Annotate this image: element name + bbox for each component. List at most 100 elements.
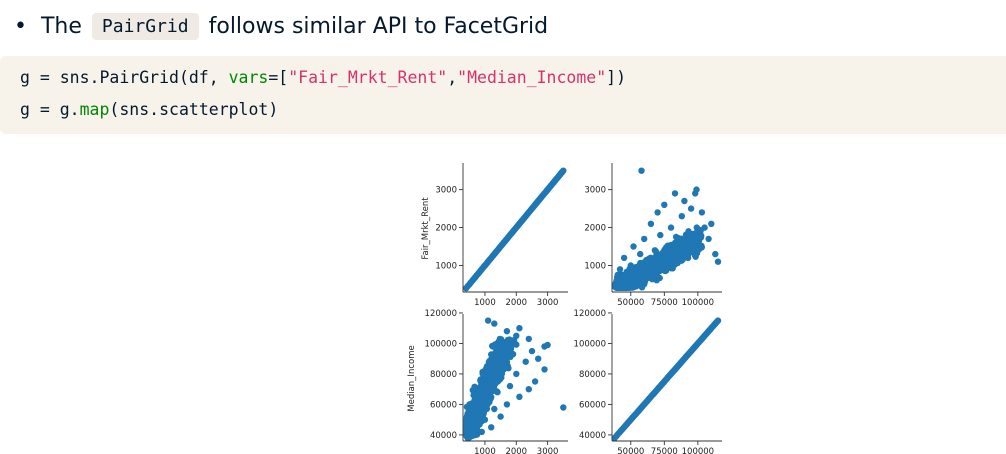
panel-0-1-point [638, 167, 645, 174]
panel-0-1-point [674, 246, 681, 253]
panel-0-1-point [687, 205, 695, 212]
panel-1-0-point [560, 404, 567, 411]
panel-1-0-point [472, 419, 479, 426]
code-token: =[ [268, 68, 289, 87]
panel-0-1-point [667, 224, 675, 231]
panel-0-1-point [631, 276, 638, 283]
code-token: g = g. [20, 100, 80, 119]
panel-1-1-x-tick-label: 50000 [617, 447, 644, 454]
panel-1-0-point [491, 356, 499, 363]
panel-0-1-point [660, 255, 667, 262]
panel-0-1-point [670, 261, 678, 268]
panel-0-1-point [651, 259, 658, 267]
inline-code-pairgrid: PairGrid [91, 12, 199, 40]
panel-1-0-y-tick-label: 120000 [425, 309, 457, 319]
panel-1-0-point [516, 325, 523, 332]
panel-1-0-point [500, 355, 508, 362]
panel-1-0-point [478, 401, 485, 408]
panel-0-1-point [643, 258, 651, 265]
panel-1-0-point [491, 373, 498, 381]
panel-1-1-y-tick-label: 40000 [579, 431, 606, 441]
panel-1-0-point [509, 350, 517, 358]
panel-0-1-point [637, 250, 644, 258]
panel-0-1-point [643, 275, 650, 282]
panel-1-0-point [475, 408, 482, 416]
panel-1-0-point [478, 380, 485, 387]
panel-0-0-point [560, 167, 567, 174]
panel-0-1-point [641, 235, 648, 243]
panel-1-0-point [525, 386, 532, 393]
panel-0-1-point [685, 228, 692, 235]
panel-0-1-point [655, 264, 662, 272]
panel-0-1-point [681, 197, 688, 205]
panel-0-1-point [714, 258, 722, 265]
panel-0-1-point [708, 220, 715, 227]
panel-0-1-point [647, 220, 655, 227]
panel-1-0-point [478, 428, 485, 436]
bullet-dot-icon: • [14, 13, 27, 39]
panel-0-0-y-tick-label: 3000 [435, 186, 457, 196]
panel-0-1-x-tick-label: 50000 [617, 298, 644, 308]
panel-1-0-point [544, 341, 551, 349]
bullet-line: • The PairGrid follows similar API to Fa… [14, 8, 548, 44]
panel-1-0-point [481, 416, 489, 423]
panel-1-0-point [469, 431, 476, 439]
panel-1-0-x-tick-label: 3000 [537, 447, 559, 454]
panel-1-0-point [483, 389, 491, 397]
code-line-1: g = sns.PairGrid(df, vars=["Fair_Mrkt_Re… [20, 68, 626, 87]
panel-0-1-x-tick-label: 100000 [682, 298, 714, 308]
panel-1-1-x-tick-label: 100000 [682, 447, 714, 454]
panel-1-0-point [513, 332, 520, 339]
panel-1-0-point [503, 401, 511, 408]
panel-1-0-point [492, 378, 500, 386]
y-axis-label-1: Median_Income [407, 345, 417, 411]
panel-1-0-point [497, 413, 504, 420]
panel-0-1-point [651, 247, 659, 254]
code-string: "Median_Income" [457, 68, 607, 87]
panel-0-1-point [685, 243, 692, 251]
panel-0-1-point [654, 209, 661, 216]
panel-0-1-point [625, 284, 632, 291]
panel-0-1-point [623, 268, 630, 276]
panel-0-1-point [680, 250, 688, 257]
panel-0-1-point [694, 247, 702, 254]
panel-1-1-y-tick-label: 80000 [579, 370, 606, 380]
panel-0-1-point [630, 243, 637, 250]
code-keyword: map [79, 100, 110, 119]
panel-1-1-y-tick-label: 100000 [574, 339, 606, 349]
panel-1-0-point [500, 361, 507, 368]
panel-1-0-point [469, 387, 476, 394]
panel-0-1-x-tick-label: 75000 [651, 298, 678, 308]
panel-0-1-point [698, 209, 706, 216]
panel-1-0-point [491, 405, 498, 413]
panel-1-0-point [494, 389, 501, 396]
panel-1-0-point [506, 382, 514, 390]
panel-0-0-y-tick-label: 2000 [435, 224, 457, 234]
panel-0-1-y-tick-label: 1000 [584, 261, 606, 271]
panel-1-1-y-tick-label: 120000 [574, 309, 606, 319]
panel-0-1-point [634, 269, 641, 277]
panel-1-0-point [471, 398, 478, 405]
panel-0-1-point [620, 254, 628, 262]
code-string: "Fair_Mrkt_Rent" [288, 68, 448, 87]
code-block: g = sns.PairGrid(df, vars=["Fair_Mrkt_Re… [0, 56, 1006, 134]
panel-1-0-point [503, 328, 511, 335]
panel-0-1-point [616, 266, 624, 273]
code-token: , [447, 68, 458, 87]
panel-1-0-point [516, 393, 523, 400]
panel-0-1-point [681, 239, 688, 246]
y-axis-label-0: Fair_Mrkt_Rent [421, 197, 431, 260]
panel-1-0-point [494, 340, 501, 347]
panel-0-1-point [661, 201, 668, 208]
panel-1-0-point [531, 378, 539, 385]
panel-0-1-point [678, 257, 685, 264]
panel-0-1-point [624, 273, 632, 280]
panel-1-0-point [528, 347, 536, 355]
panel-1-0-point [509, 337, 517, 344]
panel-1-0-point [482, 367, 489, 374]
panel-0-1-point [701, 224, 708, 231]
panel-1-0-point [463, 419, 471, 426]
panel-0-0-x-tick-label: 1000 [474, 298, 496, 308]
panel-1-0-point [488, 424, 495, 431]
